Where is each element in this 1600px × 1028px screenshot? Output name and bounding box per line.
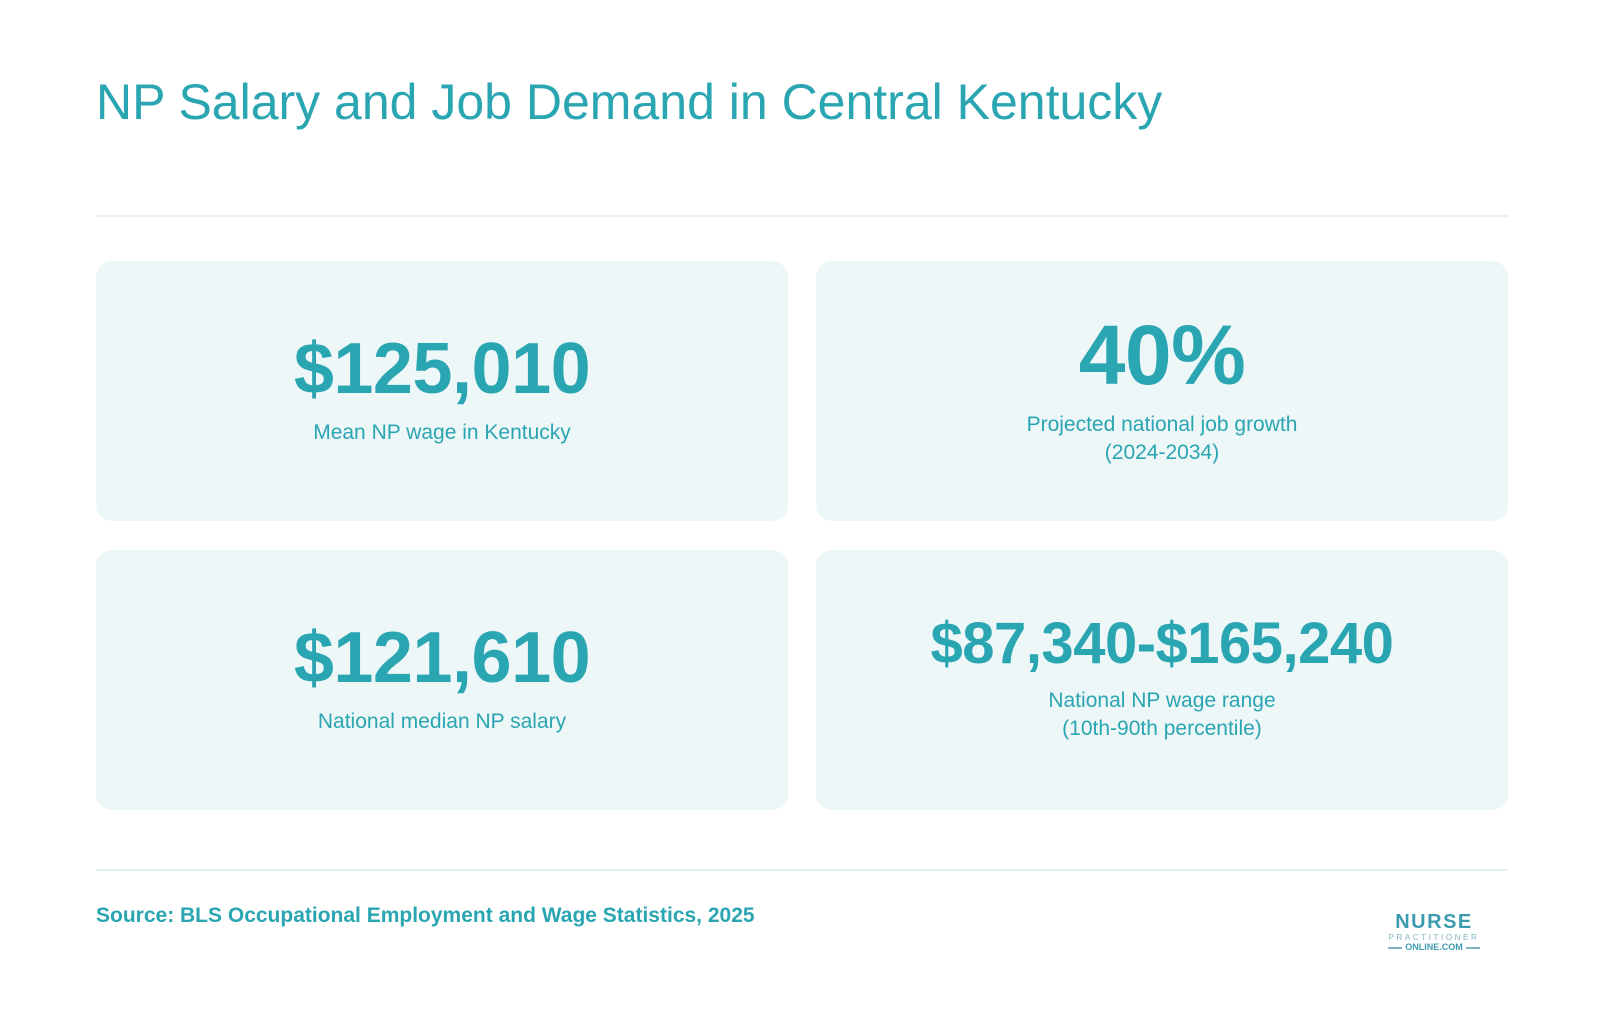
logo-line-2: PRACTITIONER xyxy=(1388,933,1480,942)
stat-label-line: (2024-2034) xyxy=(1104,441,1220,464)
source-note: Source: BLS Occupational Employment and … xyxy=(96,904,755,927)
page-title: NP Salary and Job Demand in Central Kent… xyxy=(96,74,1163,130)
stat-label-line: National median NP salary xyxy=(317,709,567,733)
logo-line-1: NURSE xyxy=(1395,911,1473,933)
brand-logo: NURSE PRACTITIONER ONLINE.COM xyxy=(1378,912,1490,952)
top-divider xyxy=(96,215,1508,217)
stat-value: $121,610 xyxy=(293,617,591,698)
stat-label: National NP wage range (10th-90th percen… xyxy=(1048,687,1275,744)
stat-label-line: (10th-90th percentile) xyxy=(1062,717,1262,740)
stat-label: Projected national job growth (2024-2034… xyxy=(1027,411,1298,468)
stat-label-line: National NP wage range xyxy=(1048,688,1276,712)
stat-value: $125,010 xyxy=(293,328,591,409)
stat-label: Mean NP wage in Kentucky xyxy=(313,419,571,447)
stat-card-national-median-salary: $121,610 National median NP salary xyxy=(96,550,788,810)
stat-value: 40% xyxy=(1078,307,1246,402)
logo-rule-right xyxy=(1465,946,1480,949)
stat-card-job-growth: 40% Projected national job growth (2024-… xyxy=(816,261,1508,521)
stat-card-national-wage-range: $87,340-$165,240 National NP wage range … xyxy=(816,550,1508,810)
stat-label-line: Mean NP wage in Kentucky xyxy=(313,420,571,444)
stat-label-line: Projected national job growth xyxy=(1026,412,1298,436)
logo-line-3: ONLINE.COM xyxy=(1405,942,1463,953)
logo-line-3-row: ONLINE.COM xyxy=(1378,943,1490,952)
logo-rule-left xyxy=(1388,946,1403,949)
stat-value: $87,340-$165,240 xyxy=(930,610,1394,676)
stat-card-mean-wage-kentucky: $125,010 Mean NP wage in Kentucky xyxy=(96,261,788,521)
stat-label: National median NP salary xyxy=(318,708,566,736)
bottom-divider xyxy=(96,869,1508,871)
